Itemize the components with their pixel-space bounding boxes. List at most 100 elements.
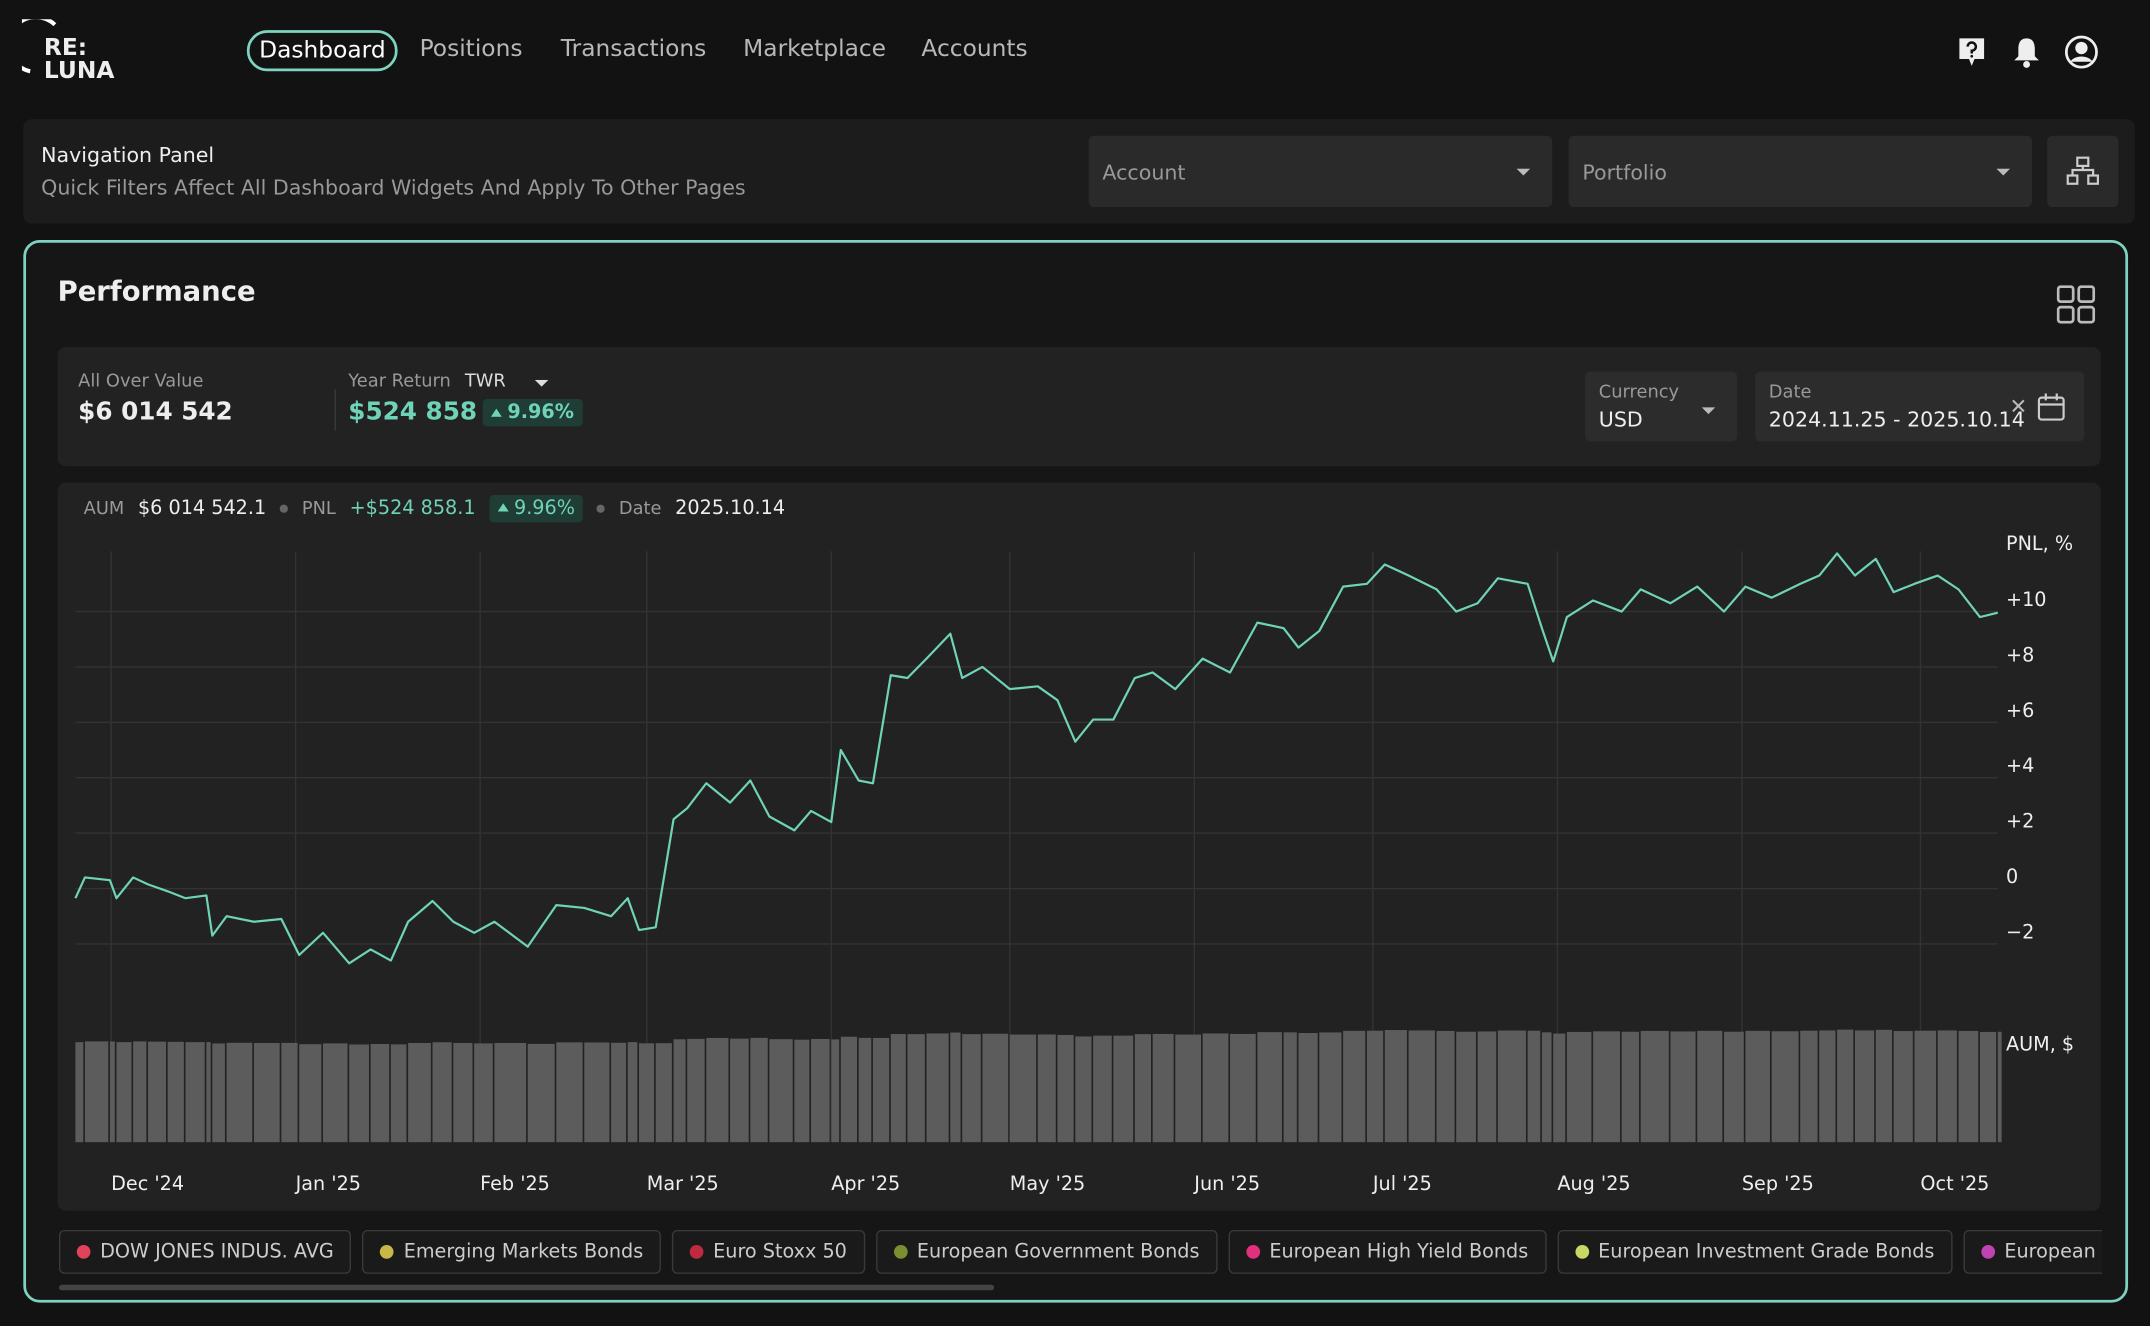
aum-bar <box>1408 1030 1435 1143</box>
aum-bar <box>390 1044 407 1143</box>
aum-bar <box>349 1044 369 1143</box>
aum-bar <box>281 1042 298 1143</box>
legend-dot <box>380 1245 395 1259</box>
clear-icon[interactable] <box>2012 399 2026 413</box>
aum-bar <box>1997 1031 2002 1143</box>
field-label: Currency <box>1598 382 1680 404</box>
aum-bar <box>1057 1034 1074 1143</box>
up-arrow <box>497 503 509 512</box>
aum-bar <box>527 1043 555 1143</box>
aum-bar <box>890 1034 906 1143</box>
aum-bar <box>1745 1030 1770 1143</box>
legend-dot <box>1981 1245 1995 1259</box>
aum-bar <box>323 1043 348 1143</box>
layout-icon[interactable] <box>2056 285 2096 324</box>
account-select[interactable]: Account <box>1088 135 1553 208</box>
legend-chip[interactable]: European High Yield Bonds <box>1228 1229 1547 1274</box>
nav-tab[interactable]: Dashboard <box>246 30 398 72</box>
card-title: Performance <box>57 274 256 308</box>
performance-chart: PNL, % AUM, $ +10 +8 +6 +4 +2 0 −2 Dec '24 Jan '… <box>74 532 2074 1195</box>
x-tick-label: Aug '25 <box>1557 1172 1630 1195</box>
aum-bar <box>206 1042 211 1143</box>
legend-label: Emerging Markets Bonds <box>403 1240 644 1263</box>
aum-bar <box>1202 1033 1229 1143</box>
aum-bar <box>1553 1033 1566 1143</box>
aum-bar <box>1837 1029 1854 1143</box>
aum-bar <box>950 1032 961 1143</box>
aum-bar <box>831 1039 840 1143</box>
legend-chip[interactable]: Emerging Markets Bonds <box>362 1229 662 1274</box>
summary-value: $6 014 542 <box>78 397 233 427</box>
aum-bar <box>750 1037 768 1143</box>
legend-chip[interactable]: European Investment Grade Bonds <box>1557 1229 1953 1274</box>
scrollbar[interactable] <box>58 1284 995 1291</box>
aum-bar <box>84 1041 109 1143</box>
aum-bar <box>212 1043 225 1143</box>
field-label: Date <box>1768 382 1812 404</box>
tooltip-label: Date <box>618 498 662 519</box>
up-arrow <box>490 408 502 417</box>
aum-bar <box>1477 1031 1497 1143</box>
aum-bar <box>1724 1031 1744 1143</box>
legend-dot <box>76 1245 91 1259</box>
aum-bar <box>1979 1031 1997 1143</box>
date-picker[interactable]: Date 2024.11.25 - 2025.10.14 <box>1755 371 2085 442</box>
aum-bar <box>584 1042 610 1143</box>
aum-bar <box>1175 1034 1202 1143</box>
field-value: USD <box>1598 407 1643 432</box>
aum-bar <box>627 1042 638 1143</box>
x-tick-label: May '25 <box>1010 1172 1085 1195</box>
aum-bar <box>474 1043 493 1143</box>
tooltip-value: 2025.10.14 <box>675 497 786 520</box>
method-select[interactable]: TWR <box>464 371 506 393</box>
legend-chip[interactable]: DOW JONES INDUS. AVG <box>58 1229 352 1274</box>
tooltip-label: PNL <box>301 498 336 519</box>
notification-icon[interactable] <box>2012 36 2042 69</box>
aum-bar <box>1152 1033 1174 1143</box>
aum-bar <box>840 1036 858 1143</box>
aum-bar <box>370 1043 390 1143</box>
hierarchy-button[interactable] <box>2047 135 2119 208</box>
x-tick-label: Mar '25 <box>647 1172 719 1195</box>
aum-bar <box>1854 1030 1875 1143</box>
calendar-icon[interactable] <box>2036 392 2066 422</box>
aum-bar <box>1093 1035 1112 1143</box>
return-chip: 9.96% <box>482 399 583 427</box>
nav-tab[interactable]: Transactions <box>560 35 707 64</box>
portfolio-select[interactable]: Portfolio <box>1568 135 2033 208</box>
logo-text-1: RE: <box>43 34 88 62</box>
legend-chip[interactable]: European Investment <box>1963 1229 2103 1274</box>
legend-label: DOW JONES INDUS. AVG <box>100 1240 334 1263</box>
aum-bar <box>1075 1036 1092 1143</box>
y-tick-label: +2 <box>2006 810 2034 833</box>
nav-tab[interactable]: Positions <box>419 35 523 64</box>
legend-chip[interactable]: European Government Bonds <box>875 1229 1218 1274</box>
divider <box>334 389 336 431</box>
aum-bar <box>730 1038 749 1143</box>
aum-bar <box>1366 1030 1384 1143</box>
chart-tooltip: AUM $6 014 542.1 PNL +$524 858.1 9.96% D… <box>84 494 786 523</box>
aum-bar <box>226 1042 253 1143</box>
panel-subtitle: Quick Filters Affect All Dashboard Widge… <box>41 175 746 201</box>
currency-select[interactable]: Currency USD <box>1585 371 1738 442</box>
legend-dot <box>893 1245 908 1259</box>
help-icon[interactable] <box>1957 36 1987 69</box>
legend-chip[interactable]: Euro Stoxx 50 <box>672 1229 865 1274</box>
aum-bar <box>1497 1030 1526 1143</box>
aum-bar <box>1875 1029 1892 1143</box>
aum-bar <box>299 1044 322 1143</box>
profile-icon[interactable] <box>2064 34 2100 70</box>
caret <box>1516 168 1531 176</box>
aum-bar <box>1230 1033 1256 1143</box>
caret <box>1701 407 1716 415</box>
y-axis-label: PNL, % <box>2006 532 2073 555</box>
aum-bar <box>1771 1031 1799 1143</box>
nav-tab[interactable]: Accounts <box>921 35 1028 64</box>
aum-bar <box>75 1042 84 1143</box>
aum-bar <box>1893 1031 1913 1143</box>
y-tick-label: −2 <box>2006 920 2034 943</box>
nav-tab[interactable]: Marketplace <box>743 35 887 64</box>
aum-bar <box>1914 1030 1937 1143</box>
select-placeholder: Portfolio <box>1582 160 1667 186</box>
legend-dot <box>1246 1245 1260 1259</box>
